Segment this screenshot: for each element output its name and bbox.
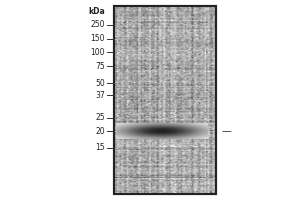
Text: —: — xyxy=(222,126,232,136)
Text: 25: 25 xyxy=(95,113,105,122)
Text: 20: 20 xyxy=(95,127,105,136)
Text: 100: 100 xyxy=(91,48,105,57)
Text: kDa: kDa xyxy=(88,7,105,16)
Text: 15: 15 xyxy=(95,143,105,152)
Text: 250: 250 xyxy=(91,20,105,29)
Text: 37: 37 xyxy=(95,91,105,100)
Text: 150: 150 xyxy=(91,34,105,43)
FancyBboxPatch shape xyxy=(114,6,216,194)
Text: 50: 50 xyxy=(95,79,105,88)
Text: 75: 75 xyxy=(95,62,105,71)
